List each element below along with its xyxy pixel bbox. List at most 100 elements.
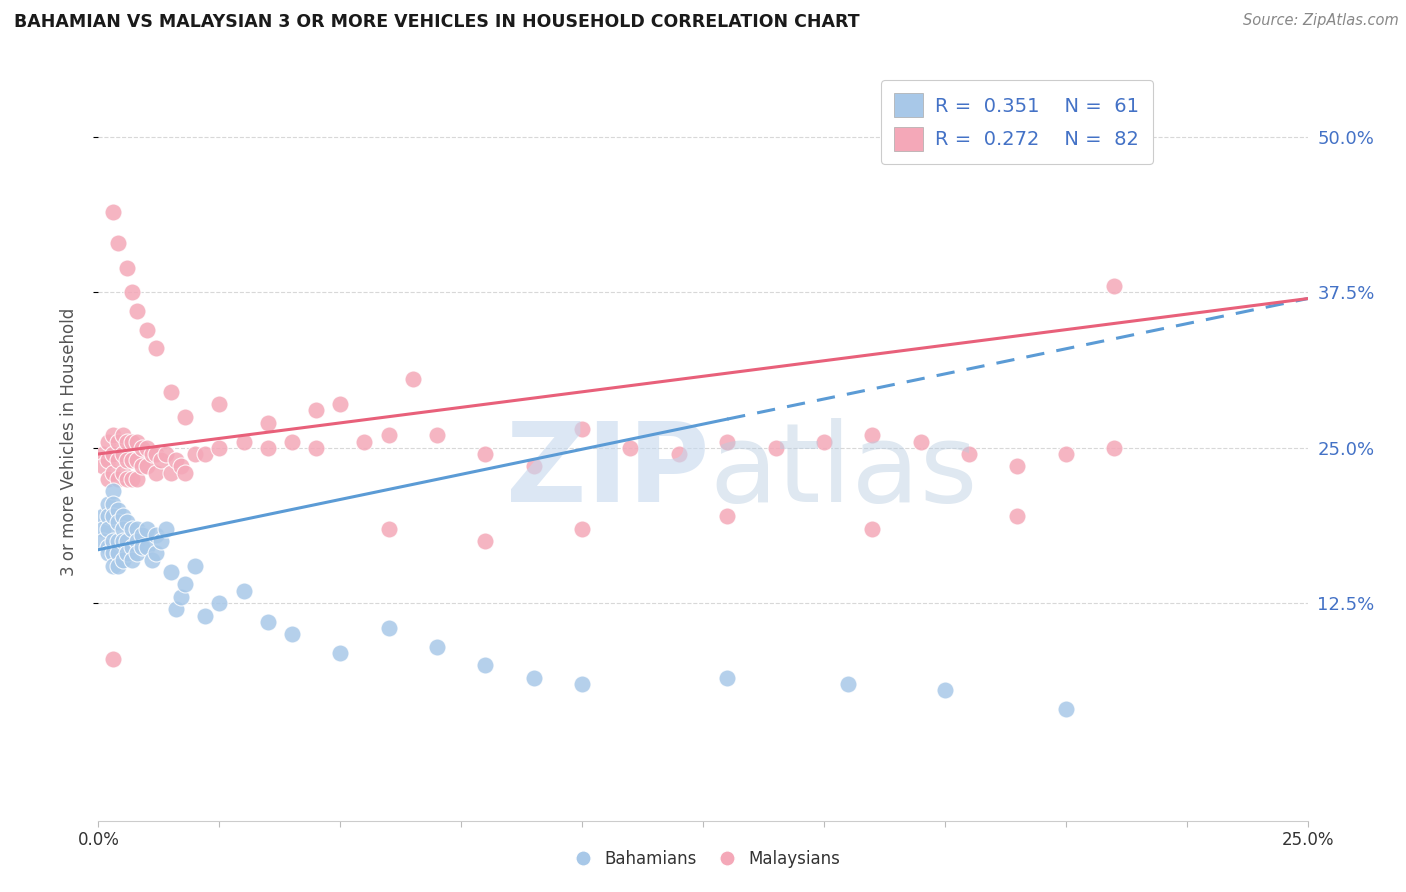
Text: BAHAMIAN VS MALAYSIAN 3 OR MORE VEHICLES IN HOUSEHOLD CORRELATION CHART: BAHAMIAN VS MALAYSIAN 3 OR MORE VEHICLES…: [14, 13, 859, 31]
Point: [174, 409, 197, 424]
Point: [135, 540, 157, 554]
Legend: R =  0.351    N =  61, R =  0.272    N =  82: R = 0.351 N = 61, R = 0.272 N = 82: [880, 79, 1153, 164]
Point: [910, 434, 932, 449]
Point: [668, 447, 690, 461]
Point: [256, 416, 278, 430]
Point: [91, 447, 114, 461]
Point: [305, 403, 328, 417]
Point: [101, 558, 124, 573]
Point: [194, 447, 217, 461]
Point: [765, 441, 787, 455]
Point: [101, 447, 124, 461]
Point: [121, 552, 143, 566]
Point: [111, 509, 134, 524]
Point: [571, 522, 593, 536]
Point: [111, 447, 134, 461]
Point: [353, 434, 375, 449]
Point: [107, 516, 129, 530]
Point: [523, 671, 546, 685]
Point: [101, 652, 124, 666]
Point: [232, 434, 254, 449]
Point: [837, 677, 859, 691]
Point: [571, 677, 593, 691]
Point: [97, 546, 120, 560]
Point: [184, 447, 207, 461]
Point: [571, 422, 593, 436]
Point: [117, 434, 139, 449]
Point: [131, 459, 153, 474]
Point: [426, 640, 449, 654]
Point: [91, 509, 114, 524]
Point: [426, 428, 449, 442]
Point: [97, 522, 120, 536]
Point: [716, 509, 738, 524]
Point: [107, 453, 129, 467]
Point: [165, 453, 187, 467]
Point: [135, 323, 157, 337]
Point: [117, 546, 139, 560]
Point: [117, 472, 139, 486]
Point: [174, 466, 197, 480]
Point: [97, 472, 120, 486]
Point: [150, 533, 173, 548]
Point: [117, 260, 139, 275]
Point: [117, 516, 139, 530]
Point: [160, 466, 183, 480]
Point: [135, 441, 157, 455]
Point: [619, 441, 641, 455]
Text: ZIP: ZIP: [506, 418, 709, 525]
Point: [813, 434, 835, 449]
Point: [523, 459, 546, 474]
Point: [107, 546, 129, 560]
Point: [97, 497, 120, 511]
Point: [91, 459, 114, 474]
Point: [101, 546, 124, 560]
Point: [97, 453, 120, 467]
Point: [121, 434, 143, 449]
Text: atlas: atlas: [709, 418, 977, 525]
Point: [107, 434, 129, 449]
Point: [121, 472, 143, 486]
Point: [101, 428, 124, 442]
Point: [135, 522, 157, 536]
Point: [145, 341, 167, 355]
Point: [169, 459, 191, 474]
Point: [107, 472, 129, 486]
Point: [131, 540, 153, 554]
Point: [97, 540, 120, 554]
Point: [91, 522, 114, 536]
Legend: Bahamians, Malaysians: Bahamians, Malaysians: [560, 844, 846, 875]
Point: [208, 441, 231, 455]
Point: [101, 533, 124, 548]
Point: [127, 472, 149, 486]
Point: [101, 466, 124, 480]
Point: [860, 428, 883, 442]
Point: [860, 522, 883, 536]
Point: [1054, 702, 1077, 716]
Point: [169, 590, 191, 604]
Text: Source: ZipAtlas.com: Source: ZipAtlas.com: [1243, 13, 1399, 29]
Point: [127, 304, 149, 318]
Point: [716, 434, 738, 449]
Point: [256, 615, 278, 629]
Point: [160, 384, 183, 399]
Point: [127, 522, 149, 536]
Point: [281, 627, 304, 641]
Point: [121, 285, 143, 300]
Point: [934, 683, 956, 698]
Point: [101, 204, 124, 219]
Point: [107, 503, 129, 517]
Point: [141, 447, 163, 461]
Point: [101, 509, 124, 524]
Point: [377, 522, 399, 536]
Point: [145, 528, 167, 542]
Point: [111, 533, 134, 548]
Point: [208, 397, 231, 411]
Point: [107, 533, 129, 548]
Point: [1102, 279, 1125, 293]
Point: [97, 509, 120, 524]
Point: [208, 596, 231, 610]
Point: [127, 546, 149, 560]
Point: [127, 533, 149, 548]
Point: [1007, 509, 1029, 524]
